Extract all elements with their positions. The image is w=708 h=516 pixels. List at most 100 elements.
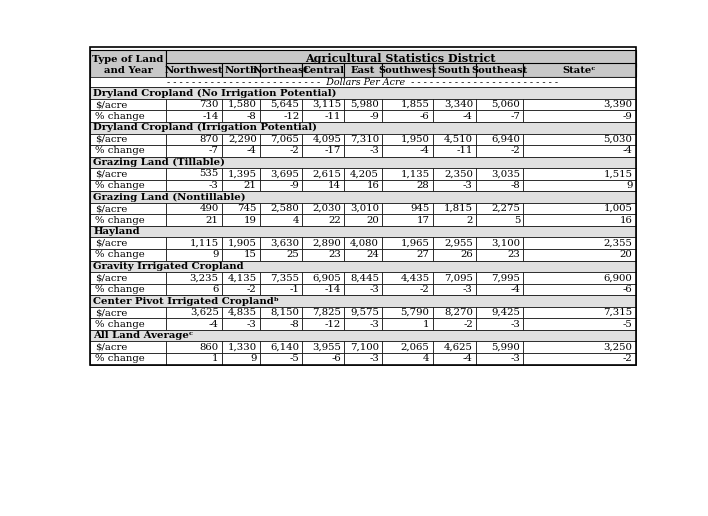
Text: 4,080: 4,080 — [350, 239, 379, 248]
Text: 14: 14 — [328, 181, 341, 190]
Bar — [523, 353, 636, 364]
Bar — [90, 203, 166, 214]
Bar — [523, 110, 636, 122]
Text: Southeast: Southeast — [472, 66, 527, 75]
Text: 5,990: 5,990 — [491, 343, 520, 352]
Bar — [90, 284, 166, 295]
Bar — [433, 307, 476, 318]
Bar — [344, 214, 382, 226]
Bar — [90, 237, 166, 249]
Bar — [433, 63, 476, 77]
Bar — [222, 145, 260, 157]
Bar — [476, 110, 523, 122]
Text: 3,630: 3,630 — [270, 239, 299, 248]
Bar — [90, 330, 636, 342]
Bar — [260, 249, 302, 261]
Bar — [222, 272, 260, 284]
Bar — [166, 307, 222, 318]
Bar — [382, 284, 433, 295]
Bar — [523, 180, 636, 191]
Text: 25: 25 — [287, 250, 299, 260]
Bar — [260, 272, 302, 284]
Bar — [476, 63, 523, 77]
Bar — [476, 353, 523, 364]
Bar — [90, 157, 636, 168]
Bar — [222, 134, 260, 145]
Bar — [302, 353, 344, 364]
Text: 9,425: 9,425 — [491, 308, 520, 317]
Bar — [90, 134, 166, 145]
Bar — [382, 307, 433, 318]
Bar — [302, 272, 344, 284]
Text: 745: 745 — [237, 204, 257, 213]
Text: - - - - - - - - - - - - - - - - - - - - - - - - -  Dollars Per Acre  - - - - - -: - - - - - - - - - - - - - - - - - - - - … — [167, 78, 559, 87]
Text: 3,010: 3,010 — [350, 204, 379, 213]
Bar — [166, 50, 636, 67]
Text: 16: 16 — [366, 181, 379, 190]
Text: $/acre: $/acre — [95, 135, 127, 144]
Text: -3: -3 — [463, 181, 473, 190]
Bar — [523, 99, 636, 110]
Bar — [222, 353, 260, 364]
Bar — [433, 99, 476, 110]
Text: 7,065: 7,065 — [270, 135, 299, 144]
Bar — [344, 353, 382, 364]
Text: $/acre: $/acre — [95, 169, 127, 179]
Text: Hayland: Hayland — [93, 227, 139, 236]
Bar — [260, 307, 302, 318]
Bar — [433, 272, 476, 284]
Text: -11: -11 — [457, 147, 473, 155]
Bar — [302, 249, 344, 261]
Bar — [222, 237, 260, 249]
Bar — [222, 63, 260, 77]
Bar — [166, 353, 222, 364]
Text: 1,395: 1,395 — [228, 169, 257, 179]
Text: Agricultural Statistics District: Agricultural Statistics District — [306, 53, 496, 63]
Bar — [222, 99, 260, 110]
Text: 23: 23 — [508, 250, 520, 260]
Bar — [90, 87, 636, 99]
Bar — [523, 145, 636, 157]
Text: % change: % change — [95, 216, 144, 224]
Bar — [260, 203, 302, 214]
Bar — [166, 180, 222, 191]
Bar — [476, 145, 523, 157]
Bar — [523, 168, 636, 180]
Text: -2: -2 — [510, 147, 520, 155]
Text: 1,005: 1,005 — [604, 204, 632, 213]
Text: 8,445: 8,445 — [350, 273, 379, 282]
Text: 22: 22 — [329, 216, 341, 224]
Bar — [433, 284, 476, 295]
Text: -4: -4 — [510, 285, 520, 294]
Text: 2,275: 2,275 — [491, 204, 520, 213]
Text: 1,330: 1,330 — [227, 343, 257, 352]
Bar — [90, 180, 166, 191]
Bar — [433, 353, 476, 364]
Text: 6,900: 6,900 — [604, 273, 632, 282]
Text: All Land Averageᶜ: All Land Averageᶜ — [93, 331, 193, 340]
Text: -3: -3 — [370, 319, 379, 329]
Text: 1,905: 1,905 — [228, 239, 257, 248]
Text: 3,115: 3,115 — [312, 100, 341, 109]
Text: Dryland Cropland (No Irrigation Potential): Dryland Cropland (No Irrigation Potentia… — [93, 89, 336, 98]
Text: 535: 535 — [200, 169, 219, 179]
Bar — [523, 307, 636, 318]
Bar — [260, 318, 302, 330]
Text: 4: 4 — [293, 216, 299, 224]
Text: 490: 490 — [200, 204, 219, 213]
Text: 6,940: 6,940 — [491, 135, 520, 144]
Text: -3: -3 — [370, 354, 379, 363]
Text: 870: 870 — [200, 135, 219, 144]
Text: % change: % change — [95, 319, 144, 329]
Bar — [302, 168, 344, 180]
Text: 6: 6 — [212, 285, 219, 294]
Text: % change: % change — [95, 285, 144, 294]
Bar — [302, 237, 344, 249]
Text: % change: % change — [95, 250, 144, 260]
Bar — [302, 180, 344, 191]
Text: 4,510: 4,510 — [444, 135, 473, 144]
Text: 3,250: 3,250 — [604, 343, 632, 352]
Bar — [90, 249, 166, 261]
Text: % change: % change — [95, 147, 144, 155]
Text: 5: 5 — [514, 216, 520, 224]
